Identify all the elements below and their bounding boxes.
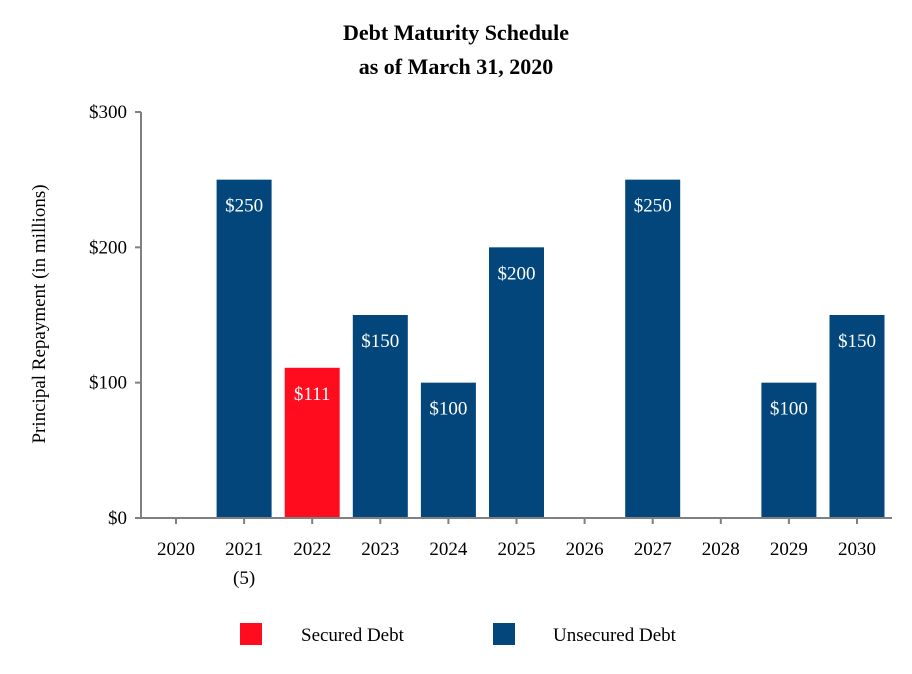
bar-2030 <box>829 315 885 518</box>
y-axis-label: Principal Repayment (in millions) <box>29 184 50 443</box>
x-tick-label: 2022 <box>293 539 331 560</box>
legend: Secured Debt Unsecured Debt <box>240 623 677 646</box>
x-tick-footnote: (5) <box>233 568 255 589</box>
legend-label: Unsecured Debt <box>553 625 677 646</box>
bar-value-labels: $250 $111 $150 $100 $200 $250 $100 $150 <box>225 196 876 420</box>
bar-value-label: $100 <box>770 399 808 420</box>
x-tick-label: 2025 <box>498 539 536 560</box>
bar-2024 <box>420 382 476 518</box>
bar-value-label: $250 <box>225 196 263 217</box>
x-tick-label: 2029 <box>770 539 808 560</box>
bar-2029 <box>761 382 817 518</box>
chart-title: Debt Maturity Schedule <box>343 20 569 45</box>
bar-2023 <box>352 315 408 518</box>
bar-series <box>216 179 885 519</box>
bar-value-label: $150 <box>361 331 399 352</box>
y-tick-label: $0 <box>108 508 127 529</box>
y-tick-label: $200 <box>89 237 127 258</box>
bar-value-label: $250 <box>634 196 672 217</box>
legend-label: Secured Debt <box>301 625 405 646</box>
bar-value-label: $111 <box>294 384 331 405</box>
x-axis-ticks: 2020 2021 (5) 2022 2023 2024 2025 2026 2027 2028 2… <box>157 518 876 589</box>
x-tick-label: 2027 <box>634 539 672 560</box>
legend-swatch <box>240 623 262 645</box>
x-tick-label: 2023 <box>361 539 399 560</box>
x-tick-label: 2026 <box>566 539 604 560</box>
bar-value-label: $150 <box>838 331 876 352</box>
bar-2027 <box>625 179 681 518</box>
bar-2022 <box>284 367 340 518</box>
x-tick-label: 2021 <box>225 539 263 560</box>
x-tick-label: 2028 <box>702 539 740 560</box>
x-tick-label: 2024 <box>429 539 468 560</box>
bar-value-label: $200 <box>498 263 536 284</box>
y-tick-label: $100 <box>89 373 127 394</box>
y-axis-ticks: $0 $100 $200 $300 <box>89 102 141 529</box>
bar-2025 <box>489 247 544 519</box>
bar-value-label: $100 <box>429 399 467 420</box>
x-tick-label: 2030 <box>838 539 876 560</box>
chart-subtitle: as of March 31, 2020 <box>359 54 554 79</box>
y-tick-label: $300 <box>89 102 127 123</box>
bar-2021 <box>216 179 272 518</box>
legend-swatch <box>493 623 515 645</box>
x-tick-label: 2020 <box>157 539 195 560</box>
